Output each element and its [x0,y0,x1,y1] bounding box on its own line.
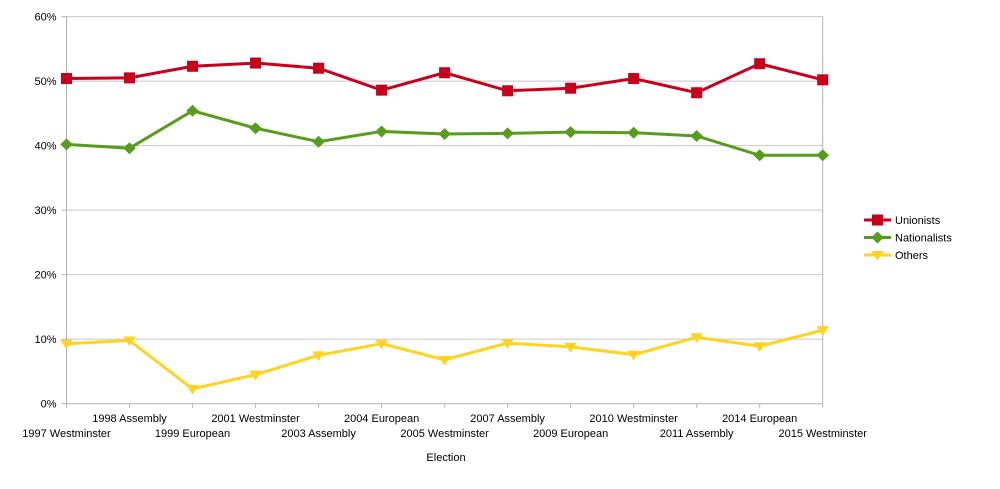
legend: Unionists Nationalists Others [864,214,952,262]
data-point-marker-nationalists [249,122,262,135]
data-point-marker-others [375,339,388,350]
data-point-marker-nationalists [627,126,640,139]
x-tick-label: 1998 Assembly [92,413,167,425]
data-point-marker-others [60,339,73,350]
data-point-marker-nationalists [753,149,766,162]
legend-marker-unionists [872,214,883,226]
data-point-marker-unionists [628,73,640,85]
y-tick-label: 40% [34,141,56,153]
x-tick-label: 2005 Westminster [400,428,489,440]
data-point-marker-others [312,351,325,362]
legend-label-others: Others [895,250,929,262]
legend-entry-unionists: Unionists [864,214,941,227]
data-point-marker-unionists [61,73,72,85]
x-tick-labels: 1997 Westminster 1998 Assembly 1999 Europe… [22,413,867,440]
y-tick-label: 20% [34,270,56,282]
data-point-marker-nationalists [375,125,388,138]
y-tick-labels: 0% 10% 20% 30% 40% 50% 60% [34,12,56,411]
legend-entry-others: Others [864,250,929,262]
data-point-marker-nationalists [501,127,514,140]
data-point-marker-others [564,342,577,353]
data-point-marker-others [816,326,829,336]
data-point-marker-nationalists [816,149,829,162]
series-unionists [61,57,829,99]
series-lines [60,57,829,395]
y-tick-label: 60% [34,12,56,24]
data-point-marker-unionists [187,60,199,72]
data-point-marker-unionists [817,74,829,86]
data-point-marker-others [123,336,136,347]
legend-label-unionists: Unionists [895,215,941,227]
data-point-marker-others [438,355,451,366]
data-point-marker-nationalists [690,129,703,142]
data-point-marker-others [249,370,262,381]
y-tick-label: 10% [34,334,56,346]
data-point-marker-unionists [313,62,325,74]
x-axis-title: Election [426,452,465,464]
gridlines [66,16,823,340]
data-point-marker-unionists [754,58,766,70]
data-point-marker-nationalists [123,142,136,155]
x-tick-label: 2014 European [722,413,797,425]
x-tick-label: 2004 European [344,413,419,425]
x-tick-label: 1999 European [155,428,230,440]
y-tick-label: 0% [41,399,57,411]
legend-label-nationalists: Nationalists [895,233,952,245]
data-point-marker-others [501,339,514,349]
data-point-marker-nationalists [186,104,199,117]
legend-marker-others [871,251,884,261]
x-tick-label: 2009 European [533,428,608,440]
data-point-marker-nationalists [438,128,451,141]
data-point-marker-nationalists [60,138,73,151]
data-point-marker-unionists [502,85,514,97]
data-point-marker-others [753,342,766,353]
legend-entry-nationalists: Nationalists [864,231,952,245]
y-tick-label: 50% [34,76,56,88]
y-tick-label: 30% [34,205,56,217]
data-point-marker-unionists [376,84,388,96]
data-point-marker-nationalists [312,135,325,148]
data-point-marker-others [690,333,703,344]
data-point-marker-unionists [124,72,136,84]
data-point-marker-others [627,350,640,361]
data-point-marker-unionists [439,67,451,79]
x-tick-label: 2011 Assembly [660,428,734,440]
series-others [60,326,829,395]
series-nationalists [60,104,829,162]
data-point-marker-nationalists [564,126,577,139]
legend-marker-nationalists [871,231,884,244]
x-tick-label: 2010 Westminster [589,413,678,425]
data-point-marker-unionists [691,87,703,99]
x-tick-label: 2003 Assembly [281,428,356,440]
x-tick-label: 2015 Westminster [778,428,867,440]
data-point-marker-unionists [250,57,262,69]
data-point-marker-others [186,384,199,395]
x-tick-label: 2007 Assembly [470,413,545,425]
x-tick-label: 2001 Westminster [211,413,300,425]
data-point-marker-unionists [565,82,577,94]
x-tick-label: 1997 Westminster [22,428,111,440]
